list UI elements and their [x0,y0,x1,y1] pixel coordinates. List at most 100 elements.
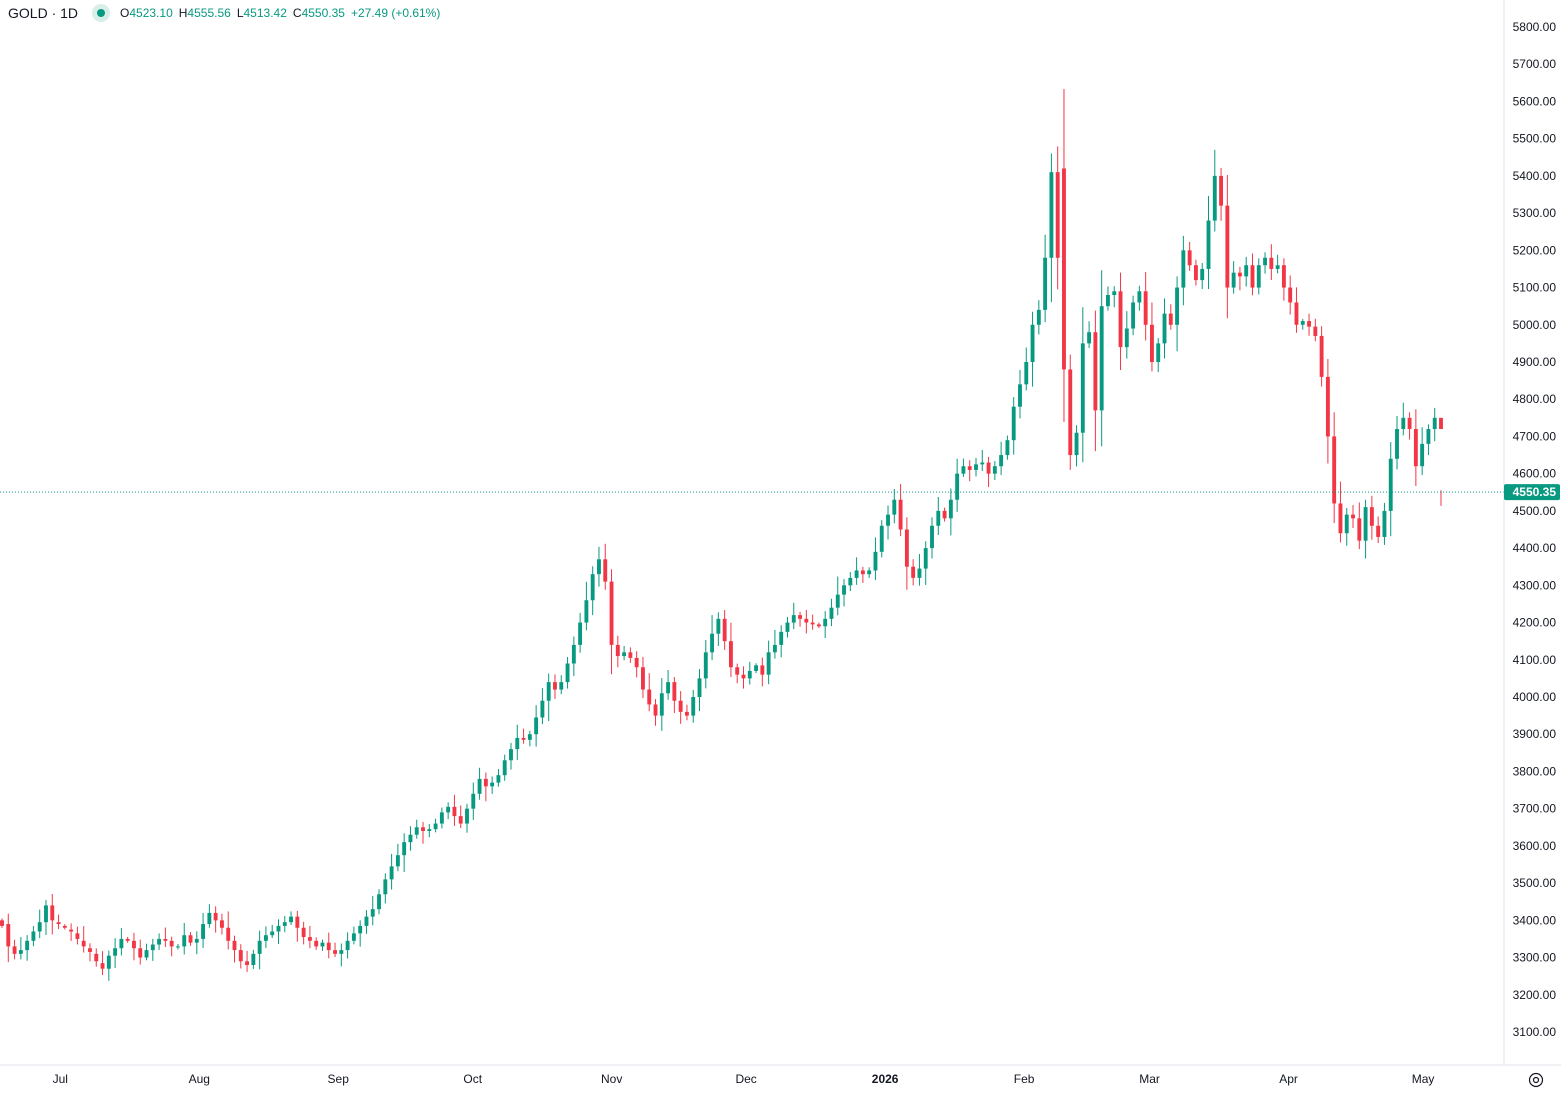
candle [50,893,55,935]
candle-body [1093,332,1098,411]
candle-body [395,855,400,867]
candle [1036,300,1041,335]
candle [634,651,639,678]
candle [1307,313,1311,336]
candle-body [641,667,645,690]
candle-body [333,950,337,954]
candle-body [772,644,777,653]
ohlc-values: O4523.10 H4555.56 L4513.42 C4550.35 [120,6,345,20]
candle [1175,276,1180,352]
candle [1118,272,1123,371]
candle [1143,272,1148,341]
candle-body [1137,291,1142,303]
candle-body [1193,265,1198,281]
candle-body [263,935,268,941]
low-value: 4513.42 [243,6,287,20]
candle [1030,311,1035,387]
candle-body [1055,172,1060,258]
candle-body [0,920,4,926]
candle [1237,266,1242,291]
candle [1062,89,1066,422]
candle [691,689,696,723]
candle [1087,321,1092,348]
candle-body [377,894,381,910]
candle-body [465,808,469,824]
candle [465,803,469,833]
price-tick-label: 3900.00 [1513,727,1557,741]
candle [351,926,356,945]
candle-body [1168,313,1173,325]
candle [433,818,438,833]
candle-body [848,577,853,586]
price-tick-label: 4300.00 [1513,578,1557,592]
candle [320,939,325,951]
candle [1206,195,1211,290]
candle [1288,275,1293,315]
candle-body [534,717,539,735]
candle [490,776,495,794]
candle-body [553,682,557,690]
candle [917,553,922,586]
candle-body [1319,335,1324,377]
candle-body [1131,302,1136,329]
candle-body [1099,306,1104,411]
candle [263,926,268,948]
candle-body [999,455,1004,467]
candle-body [483,778,488,787]
candle-body [936,510,941,526]
candle-body [307,937,312,941]
candle-body [100,963,105,969]
candle [835,576,840,616]
candle-body [1413,429,1418,467]
candle [370,895,375,926]
candle [992,461,997,481]
candle [628,647,633,663]
candle-body [923,548,928,569]
candle [672,676,677,713]
candle-body [358,925,363,934]
candle-body [1049,172,1054,258]
candle [194,931,199,955]
candle [1156,338,1161,373]
candle-body [892,499,897,515]
candle-body [1118,291,1123,348]
candle-body [816,624,821,627]
close-value: 4550.35 [301,6,345,20]
candle-body [138,948,143,958]
candle-body [157,938,162,945]
candle [999,441,1004,476]
candle-body [1018,384,1022,407]
candle-body [25,940,30,951]
price-axis[interactable]: 3100.00 3200.00 3300.00 3400.00 3500.00 3600.… [1513,20,1557,1039]
candle [534,705,539,747]
candle-body [622,652,627,657]
time-axis[interactable]: Jul Aug Sep Oct Nov Dec 2026 Feb Mar Apr May [53,1072,1435,1086]
candle-body [747,670,752,679]
candle-body [1074,432,1079,456]
candle-body [684,711,689,716]
candle-body [546,682,551,701]
candle-body [1357,518,1362,541]
candle [578,612,583,653]
candle [1112,286,1117,308]
candle-body [188,935,193,943]
candle-body [697,678,702,697]
candle-body [735,667,740,675]
candle-body [1062,168,1066,370]
price-tick-label: 5300.00 [1513,206,1557,220]
candle-body [842,585,846,595]
candle [1401,402,1406,436]
symbol-title[interactable]: GOLD · 1D [8,5,79,21]
candle-body [226,927,231,941]
candle-body [578,622,583,645]
candle [1099,270,1104,447]
candle-body [1024,362,1029,385]
candle [1413,409,1418,486]
candle-body [1376,525,1381,537]
candle [1275,254,1280,274]
gear-icon[interactable] [1527,1071,1545,1089]
candle [345,932,350,959]
candle-body [169,940,174,947]
candle [477,767,482,800]
